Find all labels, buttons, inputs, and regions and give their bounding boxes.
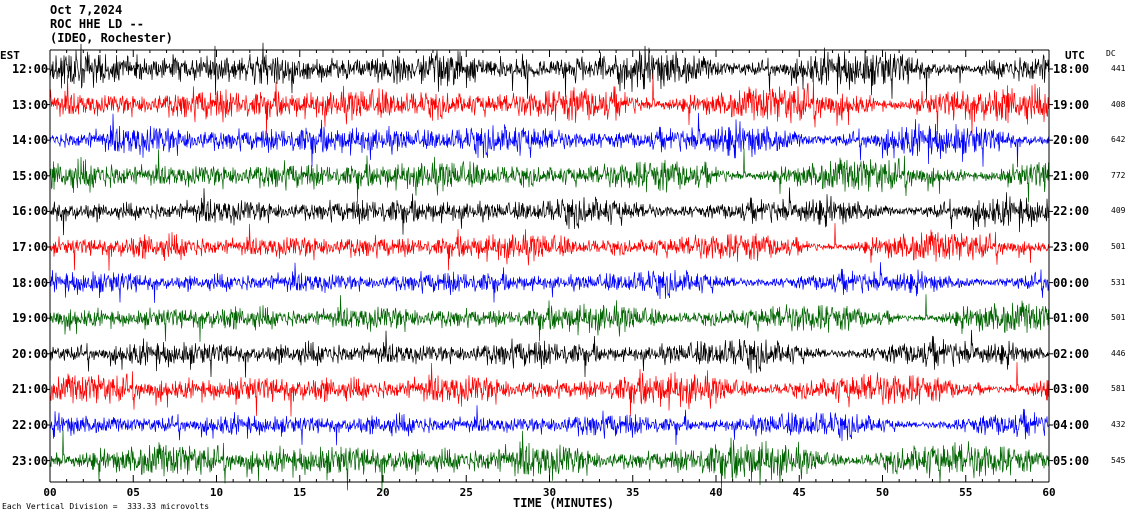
x-tick-45: 45 xyxy=(792,486,806,499)
x-tick-35: 35 xyxy=(626,486,640,499)
utc-label-0500: 05:00 xyxy=(1053,453,1090,468)
est-label-1900: 19:00 xyxy=(12,311,49,326)
trace-2200 xyxy=(49,405,1050,446)
utc-label-2200: 22:00 xyxy=(1053,204,1090,219)
est-column-header: EST xyxy=(0,49,20,62)
dc-label-4: 409 xyxy=(1111,206,1126,216)
trace-1200 xyxy=(49,42,1050,100)
x-tick-00: 00 xyxy=(43,486,57,499)
utc-label-0400: 04:00 xyxy=(1053,418,1090,432)
x-tick-55: 55 xyxy=(959,486,973,499)
date-label: Oct 7,2024 xyxy=(50,3,123,17)
dc-label-10: 432 xyxy=(1111,420,1126,429)
est-label-1600: 16:00 xyxy=(12,204,49,219)
est-label-1400: 14:00 xyxy=(12,133,49,148)
utc-column-header: UTC xyxy=(1065,49,1085,62)
est-label-1300: 13:00 xyxy=(12,97,49,112)
x-tick-30: 30 xyxy=(542,486,557,499)
est-label-1700: 17:00 xyxy=(12,240,49,254)
trace-1500 xyxy=(49,148,1050,203)
x-tick-15: 15 xyxy=(293,486,307,499)
x-axis-title: TIME (MINUTES) xyxy=(513,496,615,510)
trace-2100 xyxy=(49,362,1050,417)
est-label-2200: 22:00 xyxy=(12,418,49,432)
utc-label-2300: 23:00 xyxy=(1053,240,1090,254)
trace-1600 xyxy=(49,187,1050,236)
x-tick-10: 10 xyxy=(209,486,224,499)
trace-1800 xyxy=(49,262,1050,303)
dc-label-2: 642 xyxy=(1111,135,1126,145)
utc-label-2000: 20:00 xyxy=(1053,133,1090,148)
trace-1700 xyxy=(49,223,1050,271)
trace-2000 xyxy=(49,329,1050,378)
dc-label-9: 581 xyxy=(1111,384,1126,394)
seismic-traces xyxy=(49,42,1050,492)
trace-1300 xyxy=(49,73,1050,136)
est-label-2100: 21:00 xyxy=(12,382,49,397)
plot-axes xyxy=(46,49,1053,483)
dc-label-1: 408 xyxy=(1111,99,1126,109)
utc-label-2100: 21:00 xyxy=(1053,168,1090,183)
x-tick-20: 20 xyxy=(376,486,390,499)
dc-label-6: 531 xyxy=(1111,277,1126,287)
trace-1900 xyxy=(49,294,1050,342)
utc-label-0000: 00:00 xyxy=(1053,275,1090,290)
x-tick-50: 50 xyxy=(875,486,890,499)
dc-label-0: 441 xyxy=(1111,64,1126,73)
dc-column-header: DC xyxy=(1106,49,1116,58)
utc-label-1800: 18:00 xyxy=(1053,62,1090,76)
dc-label-3: 772 xyxy=(1111,170,1126,180)
station-label: ROC HHE LD -- xyxy=(50,17,144,31)
x-tick-05: 05 xyxy=(126,486,140,499)
dc-label-8: 446 xyxy=(1111,348,1126,358)
scale-footnote-text: Each Vertical Division = 333.33 microvol… xyxy=(2,502,210,511)
utc-label-0300: 03:00 xyxy=(1053,382,1090,397)
est-label-2000: 20:00 xyxy=(12,346,49,361)
utc-label-0100: 01:00 xyxy=(1053,311,1090,326)
dc-label-11: 545 xyxy=(1111,455,1126,465)
utc-label-1900: 19:00 xyxy=(1053,97,1090,112)
est-label-1500: 15:00 xyxy=(12,168,49,183)
utc-label-0200: 02:00 xyxy=(1053,346,1090,361)
x-tick-40: 40 xyxy=(709,486,723,499)
location-label: (IDEO, Rochester) xyxy=(50,31,173,45)
x-tick-60: 60 xyxy=(1042,486,1056,499)
dc-label-5: 501 xyxy=(1111,242,1126,251)
trace-1400 xyxy=(49,112,1050,168)
dc-label-7: 501 xyxy=(1111,313,1126,323)
est-label-1200: 12:00 xyxy=(12,62,49,76)
est-label-2300: 23:00 xyxy=(12,453,49,468)
x-tick-25: 25 xyxy=(459,486,473,499)
est-label-1800: 18:00 xyxy=(12,275,49,290)
scale-footnote: Each Vertical Division = 333.33 microvol… xyxy=(2,502,209,511)
